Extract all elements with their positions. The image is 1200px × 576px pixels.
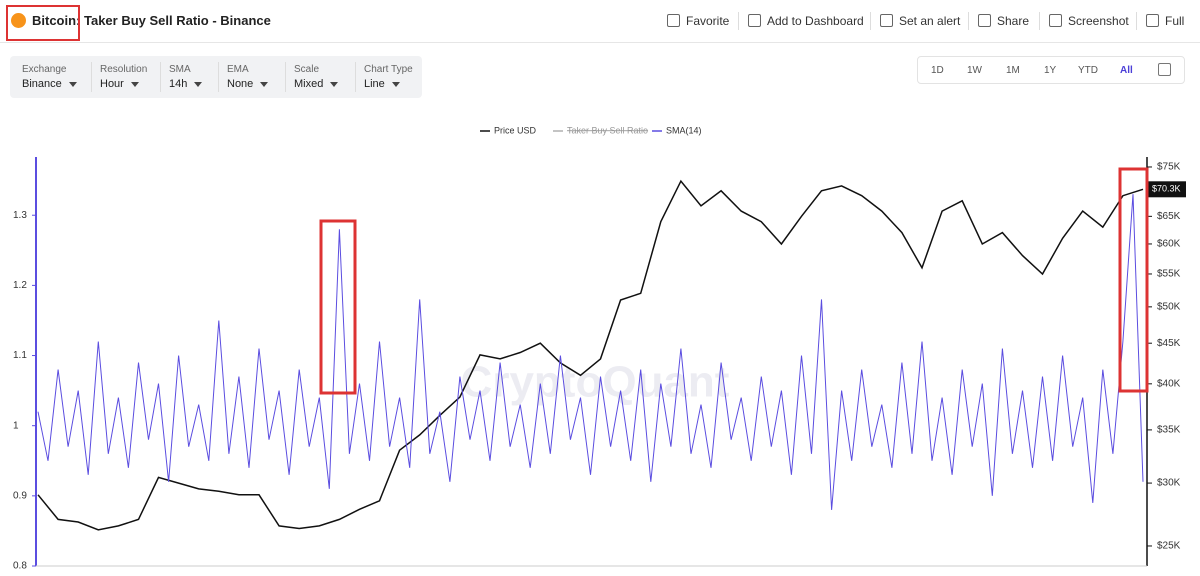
page-title: Bitcoin: Taker Buy Sell Ratio - Binance [32,13,271,28]
y-tick-label: 0.9 [13,490,27,501]
separator [1039,12,1040,30]
action-icon [978,14,991,27]
y2-tick-label: $75K [1157,162,1181,173]
y2-tick-label: $60K [1157,239,1181,250]
y2-tick-label: $35K [1157,425,1181,436]
legend-label[interactable]: SMA(14) [666,125,702,135]
separator [91,62,92,92]
header-action[interactable]: Add to Dashboard [767,14,864,28]
legend-label[interactable]: Taker Buy Sell Ratio [567,125,648,135]
filter-dropdown[interactable]: Line [364,78,400,90]
filter-label: Scale [294,64,320,75]
filter-label: EMA [227,64,249,75]
y-tick-label: 1.2 [13,280,27,291]
separator [1136,12,1137,30]
series-line [37,194,1144,510]
watermark: CryptoQuant [461,358,730,407]
header-action[interactable]: Favorite [686,14,730,28]
action-icon [667,14,680,27]
separator [738,12,739,30]
filter-dropdown[interactable]: Binance [22,78,77,90]
action-icon [748,14,761,27]
coin-icon [11,13,26,28]
separator [285,62,286,92]
separator [160,62,161,92]
filter-label: Exchange [22,64,67,75]
y2-tick-label: $55K [1157,269,1181,280]
filter-label: Chart Type [364,64,413,75]
filter-dropdown[interactable]: Hour [100,78,139,90]
highlight-box [1118,167,1149,393]
action-icon [880,14,893,27]
chart: CryptoQuant 0.8 0.9 1 1.1 1.2 1.3 $25K $30K $35K… [13,125,1186,572]
y2-tick-label: $65K [1157,211,1181,222]
separator [968,12,969,30]
y-tick-label: 0.8 [13,561,27,572]
separator [355,62,356,92]
filter-dropdown[interactable]: Mixed [294,78,338,90]
legend-label[interactable]: Price USD [494,125,537,135]
filter-label: Resolution [100,64,148,75]
range-button[interactable]: All [1120,65,1133,76]
last-value-flag [1148,181,1186,198]
range-button[interactable]: 1M [1006,65,1020,76]
filter-bar: Exchange Binance Resolution Hour SMA 14h EMA No… [10,56,422,98]
header-action[interactable]: Share [997,14,1030,28]
series-line [37,179,1144,531]
filter-dropdown[interactable]: None [227,78,268,90]
y2-tick-label: $30K [1157,478,1181,489]
range-button[interactable]: YTD [1078,65,1098,76]
action-icon [1146,14,1159,27]
calendar-icon[interactable] [1158,63,1171,76]
filter-label: SMA [169,64,191,75]
y-tick-label: 1 [13,420,19,431]
filter-dropdown[interactable]: 14h [169,78,202,90]
range-button[interactable]: 1D [931,65,944,76]
separator [870,12,871,30]
y-tick-label: 1.1 [13,350,27,361]
last-value-label: $70.3K [1152,184,1181,194]
header-action[interactable]: Full [1165,14,1185,28]
highlight-box [6,5,80,41]
separator [218,62,219,92]
action-icon [1049,14,1062,27]
y2-tick-label: $50K [1157,301,1181,312]
header: Bitcoin: Taker Buy Sell Ratio - Binance … [0,0,1200,43]
header-action[interactable]: Set an alert [899,14,961,28]
highlight-box [319,219,357,395]
range-button[interactable]: 1W [967,65,982,76]
y2-tick-label: $40K [1157,378,1181,389]
y-tick-label: 1.3 [13,210,27,221]
y2-tick-label: $45K [1157,338,1181,349]
y2-tick-label: $25K [1157,541,1181,552]
range-button[interactable]: 1Y [1044,65,1057,76]
range-bar: 1D 1W 1M 1Y YTD All [917,56,1185,84]
header-action[interactable]: Screenshot [1068,14,1129,28]
